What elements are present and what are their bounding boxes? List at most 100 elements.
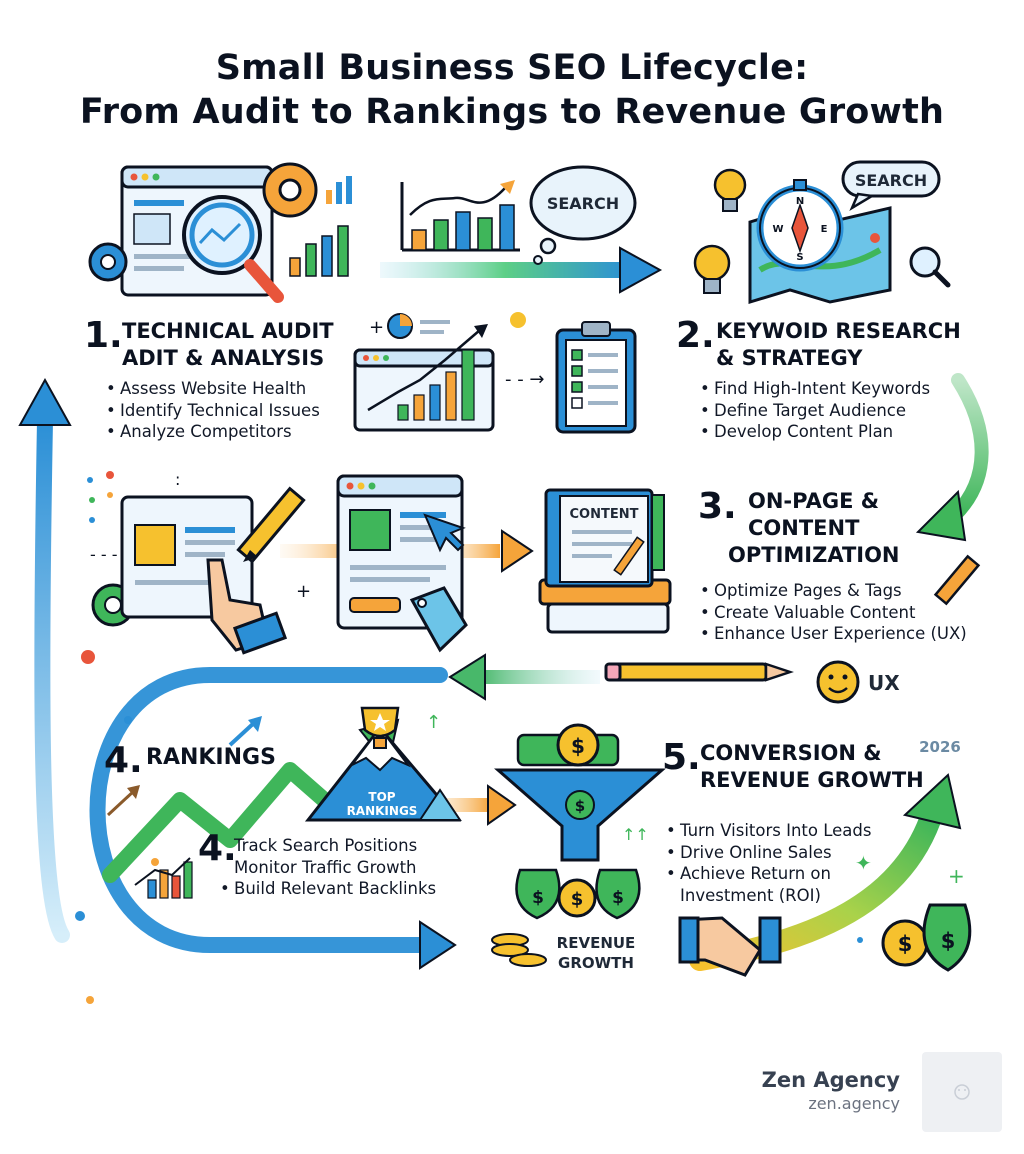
pointing-hand-icon xyxy=(206,558,288,655)
step-2-bullet: Find High-Intent Keywords xyxy=(700,378,930,400)
step-1-number: 1. xyxy=(84,315,123,356)
curve-arrow-2-3-head xyxy=(915,489,967,542)
decor-dots xyxy=(75,471,863,1004)
page-title-line-2: From Audit to Rankings to Revenue Growth xyxy=(79,92,945,132)
magnifier-icon xyxy=(182,195,284,303)
orange-flow-arrow-head xyxy=(501,529,534,573)
step-4-heading: RANKINGS xyxy=(146,745,276,770)
svg-text:$: $ xyxy=(941,929,956,953)
dollar-coin-icon: $ $ xyxy=(881,903,972,972)
step-5-bullets: Turn Visitors Into Leads Drive Online Sa… xyxy=(666,820,871,906)
step-3-bullet: Enhance User Experience (UX) xyxy=(700,623,967,645)
dashboard-browser-icon xyxy=(353,324,495,432)
step-1-bullet: Assess Website Health xyxy=(106,378,320,400)
step-3-heading-line-2: CONTENT xyxy=(748,516,860,540)
search-bubble-label-2: SEARCH xyxy=(855,171,927,190)
step-4-bullets: Track Search Positions Monitor Traffic G… xyxy=(220,835,436,900)
pie-chart-icon: + xyxy=(369,312,526,339)
svg-text::: : xyxy=(175,470,180,489)
step-3-bullet: Optimize Pages & Tags xyxy=(700,580,967,602)
cursor-icon xyxy=(423,513,466,553)
svg-text:S: S xyxy=(796,252,803,263)
step-5-bullet: Turn Visitors Into Leads xyxy=(666,820,871,842)
funnel-icon: $ $ xyxy=(494,723,666,862)
svg-text:+: + xyxy=(948,864,965,888)
brand-url[interactable]: zen.agency xyxy=(808,1094,900,1113)
revenue-label-1: REVENUE xyxy=(557,934,636,952)
magnifier-icon-small xyxy=(909,246,951,288)
svg-text:$: $ xyxy=(898,932,913,956)
step-5-heading-line-1: CONVERSION & xyxy=(700,741,882,765)
search-bubble-icon: SEARCH xyxy=(841,160,941,212)
cycle-arrow-left-head xyxy=(18,377,72,426)
step-3-heading-line-1: ON-PAGE & xyxy=(748,489,880,513)
money-bag-icon: $ $ $ xyxy=(515,868,641,920)
coin-stack-icon xyxy=(491,933,547,967)
lightbulb-icon xyxy=(693,168,747,294)
step-3-bullets: Optimize Pages & Tags Create Valuable Co… xyxy=(700,580,967,645)
compass-icon: N W E S xyxy=(756,179,844,272)
book-stack-icon: CONTENT xyxy=(538,488,672,634)
top-flow-arrow xyxy=(380,262,630,278)
svg-text:N: N xyxy=(796,196,804,207)
top-flow-arrow-head xyxy=(619,246,663,294)
svg-text:W: W xyxy=(772,224,783,235)
top-rankings-label-1: TOP xyxy=(368,790,395,804)
step-5-bullet: Achieve Return on xyxy=(666,863,871,885)
svg-text:↑↑: ↑↑ xyxy=(622,825,649,844)
step-1-heading-line-2: ADIT & ANALYSIS xyxy=(122,346,325,370)
smiley-icon xyxy=(816,660,860,704)
page-title-line-1: Small Business SEO Lifecycle: xyxy=(215,48,809,88)
step-2-heading-line-1: KEYWOID RESEARCH xyxy=(716,319,961,343)
step-3-heading-line-3: OPTIMIZATION xyxy=(728,543,900,567)
ux-label: UX xyxy=(868,671,900,695)
search-bubble-label-1: SEARCH xyxy=(547,194,619,213)
step-5-bullet: Drive Online Sales xyxy=(666,842,871,864)
gear-icon-blue xyxy=(88,242,128,282)
step-1-bullets: Assess Website Health Identify Technical… xyxy=(106,378,320,443)
svg-text:↑: ↑ xyxy=(426,712,441,733)
step-2-heading-line-2: & STRATEGY xyxy=(716,346,863,370)
svg-text:$: $ xyxy=(571,734,585,758)
cycle-arrow-left xyxy=(34,412,70,943)
step-5-bullet: Investment (ROI) xyxy=(680,885,821,905)
gear-icon xyxy=(262,162,318,218)
svg-text:- - -: - - - xyxy=(90,545,118,564)
pencil-icon xyxy=(236,486,306,564)
speech-bubble-icon: SEARCH xyxy=(529,165,637,265)
step-1-heading-line-1: TECHNICAL AUDIT xyxy=(122,319,334,343)
uturn-arrow xyxy=(89,667,448,953)
step-1-bullet: Identify Technical Issues xyxy=(106,400,320,422)
uturn-arrow-head xyxy=(419,920,457,970)
step-1-bullet: Analyze Competitors xyxy=(106,421,320,443)
trend-arrow-icon xyxy=(106,716,262,817)
rise-arrow-head xyxy=(902,773,962,830)
revenue-label-2: GROWTH xyxy=(558,954,634,972)
svg-text:+: + xyxy=(369,317,384,338)
brand-name: Zen Agency xyxy=(761,1068,900,1092)
curve-arrow-2-3 xyxy=(948,373,989,522)
svg-text:$: $ xyxy=(571,889,584,910)
year-label: 2026 xyxy=(919,738,961,756)
svg-text:+: + xyxy=(296,581,311,602)
content-book-label: CONTENT xyxy=(570,507,639,522)
svg-text:- - →: - - → xyxy=(505,369,545,390)
price-tag-icon xyxy=(409,586,468,653)
step-2-bullet: Develop Content Plan xyxy=(700,421,930,443)
step-5-number: 5. xyxy=(662,737,701,778)
trophy-icon xyxy=(360,706,400,749)
step-4-bullet: Track Search Positions xyxy=(234,836,418,855)
step-2-bullets: Find High-Intent Keywords Define Target … xyxy=(700,378,930,443)
svg-text:E: E xyxy=(821,224,828,235)
step-4-number: 4. xyxy=(104,740,143,781)
step-3-number: 3. xyxy=(698,486,737,527)
svg-text:$: $ xyxy=(612,888,624,908)
handshake-icon xyxy=(678,916,782,977)
mini-bar-chart-icon xyxy=(134,857,193,899)
brand-logo-icon xyxy=(954,1084,970,1100)
growth-chart-icon xyxy=(400,180,520,252)
bar-chart-icon xyxy=(289,176,352,277)
step-4-bullet: Build Relevant Backlinks xyxy=(220,878,436,900)
browser-window-icon-2 xyxy=(336,474,464,630)
